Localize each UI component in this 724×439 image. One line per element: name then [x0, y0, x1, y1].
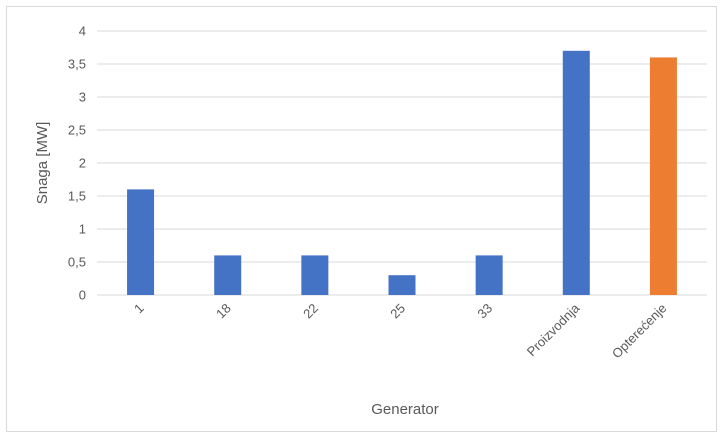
bars: [127, 50, 677, 296]
y-axis-title: Snaga [MW]: [34, 122, 51, 205]
x-tick-label: Proizvodnja: [524, 300, 583, 359]
x-tick-label: 22: [300, 301, 321, 322]
x-tick-label: 1: [131, 301, 147, 317]
y-tick-label: 1,5: [68, 189, 86, 204]
y-axis-tick-labels: 0 0,5 1 1,5 2 2,5 3 3,5 4: [68, 24, 86, 303]
chart-area: [6, 6, 717, 432]
bar-proizvodnja: [562, 50, 590, 295]
y-tick-label: 1: [79, 222, 86, 237]
bar-18: [214, 255, 242, 295]
bar-opterećenje: [649, 57, 677, 296]
x-tick-label: 18: [213, 301, 234, 322]
y-tick-label: 0,5: [68, 255, 86, 270]
bar-25: [388, 275, 416, 295]
x-tick-label: Opterećenje: [609, 301, 670, 362]
x-axis-title: Generator: [371, 401, 439, 418]
y-tick-label: 3: [79, 90, 86, 105]
bar-33: [475, 255, 503, 295]
y-tick-label: 0: [79, 288, 86, 303]
y-tick-label: 3,5: [68, 57, 86, 72]
y-tick-label: 2: [79, 156, 86, 171]
y-tick-label: 4: [79, 24, 86, 39]
x-axis-tick-labels: 1 18 22 25 33 Proizvodnja Opterećenje: [131, 300, 670, 361]
bar-1: [127, 189, 155, 295]
bar-22: [301, 255, 329, 295]
x-tick-label: 33: [474, 301, 495, 322]
y-tick-label: 2,5: [68, 123, 86, 138]
x-tick-label: 25: [387, 301, 408, 322]
gridlines: [97, 30, 707, 296]
